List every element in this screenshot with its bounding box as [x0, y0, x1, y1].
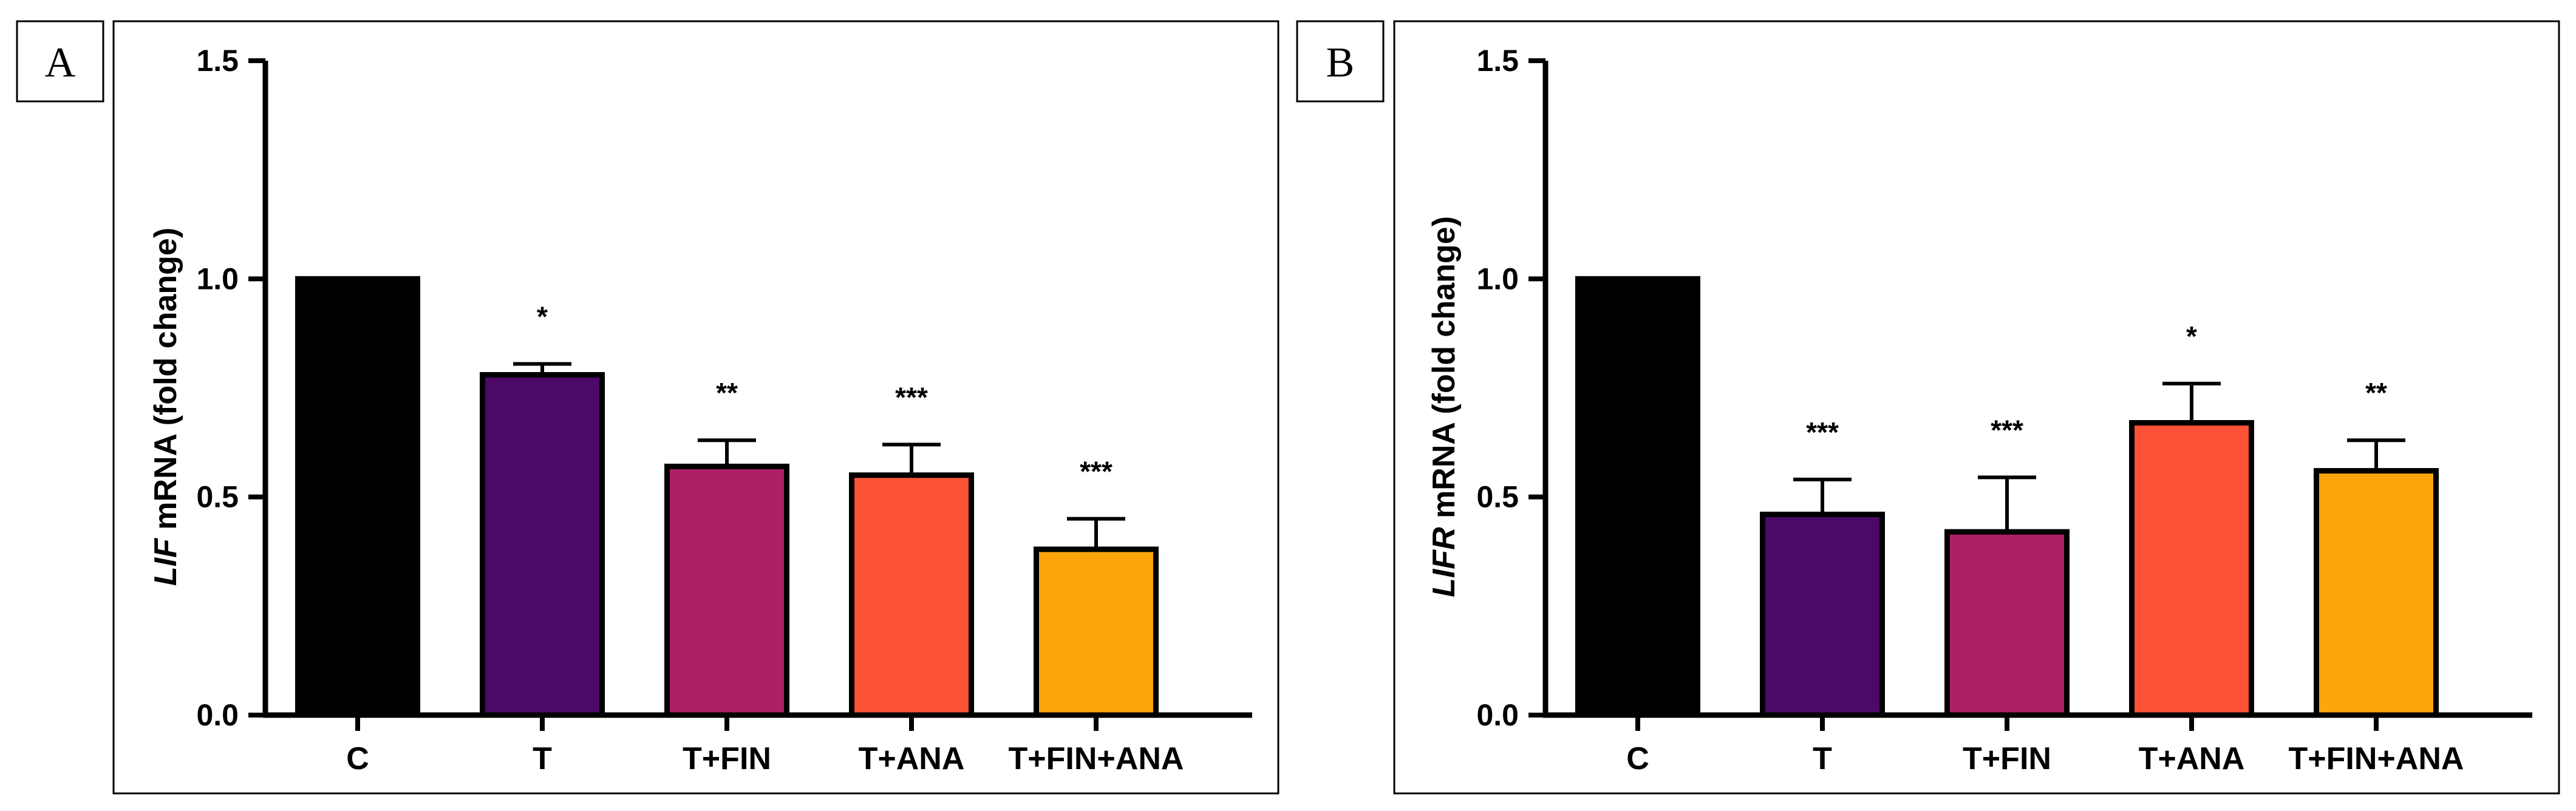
- panel-a-y-tick-label: 0.0: [196, 698, 239, 732]
- panel-a-bar-t-ana: [849, 472, 974, 718]
- panel-b-category-label: T+FIN+ANA: [2289, 741, 2464, 776]
- panel-b-category-label: C: [1626, 741, 1649, 776]
- panel-b-y-tick-label: 1.0: [1476, 262, 1519, 296]
- panel-b-y-axis-label: LIFR mRNA (fold change): [1426, 216, 1462, 597]
- panel-a-letter: A: [45, 39, 76, 86]
- panel-a-significance-marker: *: [537, 300, 548, 332]
- panel-a-y-tick-label: 0.5: [196, 480, 239, 514]
- panel-b-significance-marker: **: [2365, 377, 2387, 409]
- panel-a-category-label: T+FIN: [683, 741, 771, 776]
- panel-b-y-tick-label: 0.0: [1476, 698, 1519, 732]
- panel-a-y-axis-gene: LIF: [148, 538, 183, 586]
- panel-a-category-label: T+ANA: [859, 741, 965, 776]
- panel-b-bar-t-ana: [2129, 419, 2254, 718]
- panel-b-category-label: T+ANA: [2139, 741, 2245, 776]
- panel-a-significance-marker: **: [716, 377, 738, 409]
- panel-b: B LIFR mRNA (fold change) C***T***T+FIN*…: [1296, 20, 2560, 795]
- panel-b-letter-box: [1296, 20, 1385, 103]
- panel-a-y-axis-label: LIF mRNA (fold change): [148, 228, 183, 586]
- panel-a-category-label: T+FIN+ANA: [1009, 741, 1184, 776]
- panel-a-y-tick-label: 1.5: [196, 44, 239, 78]
- panel-b-bar-t-fin: [1944, 529, 2070, 718]
- panel-a-frame: [112, 20, 1279, 795]
- panel-b-y-axis-gene: LIFR: [1426, 527, 1462, 597]
- panel-a: A LIF mRNA (fold change) C * T ** T+FIN *** T+…: [16, 20, 1279, 795]
- panel-b-significance-marker: ***: [1806, 416, 1839, 448]
- panel-b-frame: [1393, 20, 2560, 795]
- panel-b-category-label: T+FIN: [1963, 741, 2051, 776]
- panel-b-bar-t: [1760, 511, 1885, 718]
- panel-b-y-tick-label: 0.5: [1476, 480, 1519, 514]
- panel-b-y-tick-label: 1.5: [1476, 44, 1519, 78]
- panel-b-significance-marker: *: [2186, 321, 2197, 352]
- panel-a-y-axis-unit: mRNA (fold change): [148, 228, 183, 538]
- panel-a-significance-marker: ***: [1080, 456, 1113, 487]
- panel-a-bar-t-fin: [664, 463, 789, 718]
- panel-b-y-axis-unit: mRNA (fold change): [1426, 216, 1462, 527]
- panel-a-category-label: C: [346, 741, 369, 776]
- panel-a-category-label: T: [533, 741, 552, 776]
- panel-a-bar-c: [295, 276, 420, 718]
- panel-a-significance-marker: ***: [895, 381, 928, 413]
- panel-a-bar-t-fin-ana: [1034, 546, 1159, 718]
- panel-b-bar-t-fin-ana: [2314, 468, 2439, 718]
- panel-a-y-tick-label: 1.0: [196, 262, 239, 296]
- panel-a-bar-t: [480, 372, 605, 718]
- panel-a-letter-box: [16, 20, 104, 103]
- panel-b-letter: B: [1326, 39, 1355, 86]
- panel-b-bar-c: [1575, 276, 1700, 718]
- panel-b-category-label: T: [1813, 741, 1832, 776]
- panel-b-significance-marker: ***: [1991, 414, 2023, 446]
